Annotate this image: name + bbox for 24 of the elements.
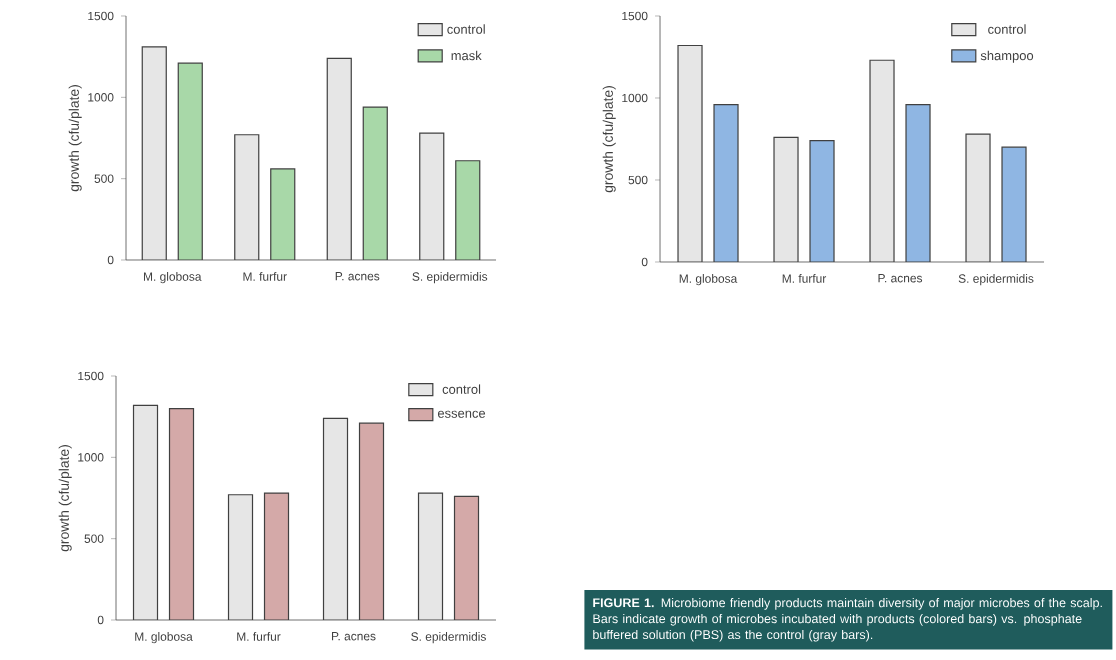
bar: [227, 494, 254, 620]
bar: [773, 136, 799, 262]
bar: [270, 168, 296, 260]
bar: [419, 132, 445, 260]
bar: [141, 46, 167, 260]
bar: [417, 492, 444, 620]
bar: [263, 492, 290, 620]
bar: [453, 495, 480, 620]
bar: [362, 106, 388, 260]
bar: [234, 134, 260, 260]
bar: [677, 44, 703, 262]
bar: [713, 103, 739, 262]
bar: [132, 404, 159, 620]
bar: [905, 103, 931, 262]
bar: [809, 140, 835, 262]
bar: [326, 57, 352, 260]
bar: [177, 62, 203, 260]
bar: [455, 160, 481, 260]
bar: [168, 407, 195, 620]
bar: [869, 59, 895, 262]
bar: [965, 133, 991, 262]
bar: [358, 422, 385, 620]
bar: [1001, 146, 1027, 262]
bar: [322, 417, 349, 620]
